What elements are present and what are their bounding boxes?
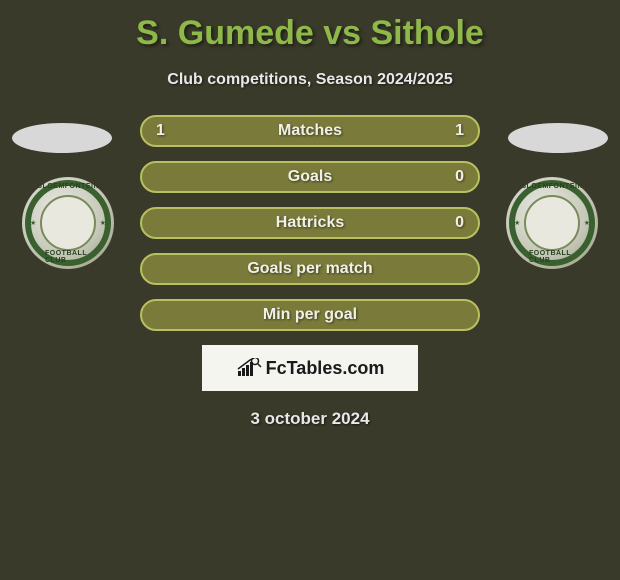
stat-row-goals: Goals 0 (140, 161, 480, 193)
badge-text: BLOEMFONTEIN (37, 183, 99, 190)
badge-text: FOOTBALL CLUB (45, 250, 91, 264)
stat-right-value: 0 (455, 214, 464, 232)
stat-right-value: 1 (455, 122, 464, 140)
club-badge-right: BLOEMFONTEIN ★ ★ FOOTBALL CLUB (506, 177, 598, 269)
stats-container: 1 Matches 1 Goals 0 Hattricks 0 Goals pe… (140, 115, 480, 331)
comparison-title: S. Gumede vs Sithole (0, 0, 620, 53)
stat-label: Matches (278, 122, 342, 140)
player-avatar-left (12, 123, 112, 153)
stat-row-matches: 1 Matches 1 (140, 115, 480, 147)
stat-label: Hattricks (276, 214, 344, 232)
stat-right-value: 0 (455, 168, 464, 186)
stat-row-hattricks: Hattricks 0 (140, 207, 480, 239)
stat-label: Min per goal (263, 306, 357, 324)
star-icon: ★ (100, 219, 106, 227)
badge-text: FOOTBALL CLUB (529, 250, 575, 264)
star-icon: ★ (514, 219, 520, 227)
brand-label: FcTables.com (266, 358, 385, 379)
stat-label: Goals per match (247, 260, 372, 278)
snapshot-date: 3 october 2024 (0, 409, 620, 429)
stat-label: Goals (288, 168, 332, 186)
star-icon: ★ (30, 219, 36, 227)
comparison-panel: BLOEMFONTEIN ★ ★ FOOTBALL CLUB BLOEMFONT… (0, 115, 620, 429)
chart-icon (236, 358, 262, 378)
brand-watermark: FcTables.com (202, 345, 418, 391)
stat-row-goals-per-match: Goals per match (140, 253, 480, 285)
star-icon: ★ (584, 219, 590, 227)
stat-left-value: 1 (156, 122, 165, 140)
stat-row-min-per-goal: Min per goal (140, 299, 480, 331)
club-badge-left: BLOEMFONTEIN ★ ★ FOOTBALL CLUB (22, 177, 114, 269)
player-avatar-right (508, 123, 608, 153)
badge-text: BLOEMFONTEIN (521, 183, 583, 190)
season-subtitle: Club competitions, Season 2024/2025 (0, 71, 620, 89)
